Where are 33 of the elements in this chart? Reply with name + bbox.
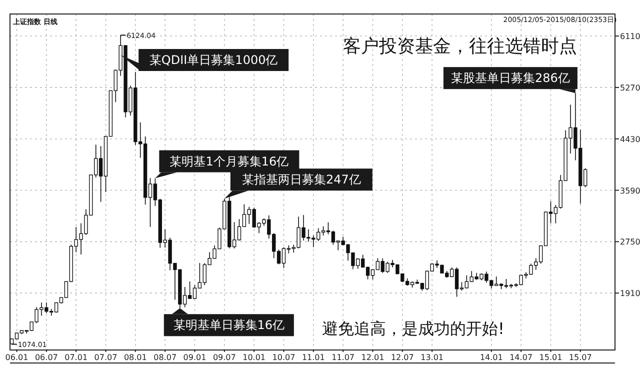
x-tick-label: 15.01 (539, 353, 562, 362)
y-tick-label: 6110 (620, 32, 640, 42)
x-tick-label: 09.01 (183, 353, 206, 362)
x-tick-label: 10.01 (242, 353, 266, 362)
x-tick-label: 11.01 (302, 353, 325, 362)
x-tick-label: 08.01 (124, 353, 147, 362)
x-tick-label: 12.07 (390, 353, 414, 362)
x-tick-label: 11.07 (332, 353, 355, 362)
y-tick-label: 2750 (620, 238, 640, 247)
x-tick-label: 10.07 (272, 353, 296, 362)
x-tick-label: 07.07 (94, 353, 118, 362)
annotation: 某明基1个月募集16亿 (170, 154, 289, 168)
callout: 某明基单日募集16亿 (164, 308, 294, 336)
y-tick-label: 1910 (620, 289, 640, 298)
y-tick-label: 5270 (620, 83, 640, 92)
x-tick-label: 14.07 (510, 353, 533, 362)
annotation: 避免追高，是成功的开始! (322, 319, 504, 338)
annotation: 某QDII单日募集1000亿 (149, 53, 278, 68)
x-tick-label: 12.01 (361, 353, 384, 362)
x-tick-label: 13.01 (420, 353, 444, 362)
y-tick-label: 4430 (620, 134, 640, 144)
x-tick-label: 06.07 (34, 353, 58, 362)
annotation: 某明基单日募集16亿 (173, 318, 285, 332)
x-tick-label: 14.01 (480, 353, 503, 362)
x-tick-label: 15.07 (568, 353, 592, 362)
callout: 某股基单日募集286亿 (443, 67, 578, 94)
x-tick-label: 08.07 (154, 353, 177, 362)
x-tick-label: 07.01 (64, 353, 88, 362)
x-tick-label: 06.01 (5, 353, 28, 362)
annotation: 某股基单日募集286亿 (450, 71, 570, 86)
text: 客户投资基金，往往选错时点 (343, 36, 577, 57)
y-tick-label: 3590 (620, 186, 640, 196)
x-tick-label: 09.07 (212, 353, 236, 362)
